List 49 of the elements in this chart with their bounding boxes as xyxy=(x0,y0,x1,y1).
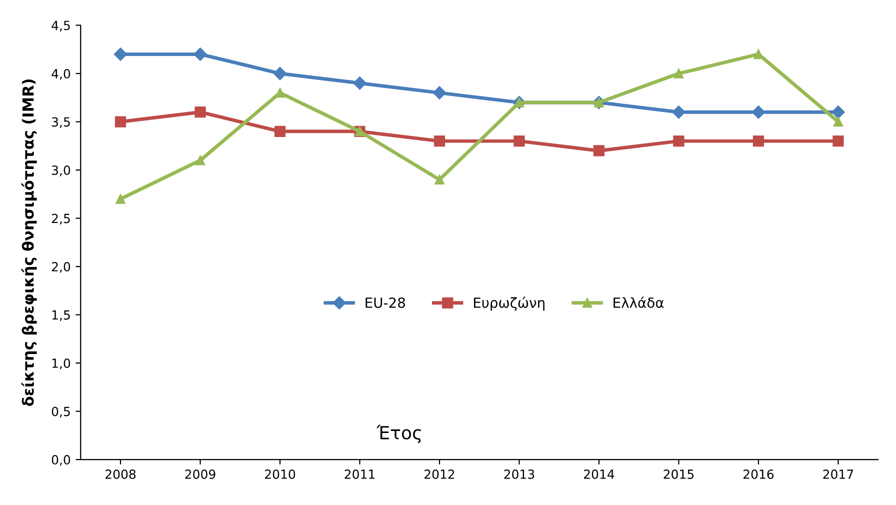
point xyxy=(114,48,128,61)
point xyxy=(674,68,684,78)
x-tick-label: 2016 xyxy=(743,469,774,479)
x-tick-label: 2012 xyxy=(424,469,454,479)
x-tick-label: 2013 xyxy=(504,469,534,479)
point xyxy=(832,106,845,119)
y-tick-label: 1,5 xyxy=(52,310,70,321)
point xyxy=(752,136,764,147)
legend-label: EU-28 xyxy=(366,297,405,308)
x-tick-label: 2008 xyxy=(106,469,136,479)
point xyxy=(194,106,206,118)
y-tick-label: 0,0 xyxy=(52,455,70,466)
legend-label: Ευρωζώνη xyxy=(474,296,544,311)
point xyxy=(434,174,444,185)
point xyxy=(274,126,286,137)
y-tick-label: 2,5 xyxy=(52,214,70,224)
y-axis-title: δείκτης βρεφικής θνησιμότητας (IMR) xyxy=(21,80,37,406)
y-tick-label: 4,5 xyxy=(52,20,70,32)
x-tick-label: 2010 xyxy=(265,469,296,479)
point xyxy=(672,106,686,119)
point xyxy=(195,156,206,166)
point xyxy=(593,145,605,156)
legend-label: Ελλάδα xyxy=(614,296,664,308)
x-axis-title: Έτος xyxy=(376,424,421,444)
y-tick-label: 2,0 xyxy=(52,262,70,273)
y-tick-label: 0,5 xyxy=(52,406,70,418)
point xyxy=(833,116,844,127)
point xyxy=(116,194,126,204)
point xyxy=(832,136,844,147)
x-tick-label: 2015 xyxy=(664,469,694,479)
point xyxy=(114,116,126,128)
point xyxy=(514,136,525,147)
point xyxy=(353,76,366,90)
y-tick-label: 1,0 xyxy=(52,358,70,370)
x-tick-label: 2014 xyxy=(584,469,614,479)
point xyxy=(275,88,285,98)
y-tick-label: 3,0 xyxy=(52,165,70,176)
point xyxy=(754,49,764,60)
point xyxy=(432,86,446,100)
point xyxy=(273,66,287,80)
x-tick-label: 2017 xyxy=(823,469,854,479)
point xyxy=(673,136,684,147)
point xyxy=(752,106,766,119)
x-tick-label: 2009 xyxy=(185,469,216,479)
x-tick-label: 2011 xyxy=(344,469,374,479)
y-tick-label: 3,5 xyxy=(52,117,70,128)
y-tick-label: 4,0 xyxy=(52,68,70,80)
point xyxy=(434,136,446,147)
point xyxy=(194,48,207,61)
